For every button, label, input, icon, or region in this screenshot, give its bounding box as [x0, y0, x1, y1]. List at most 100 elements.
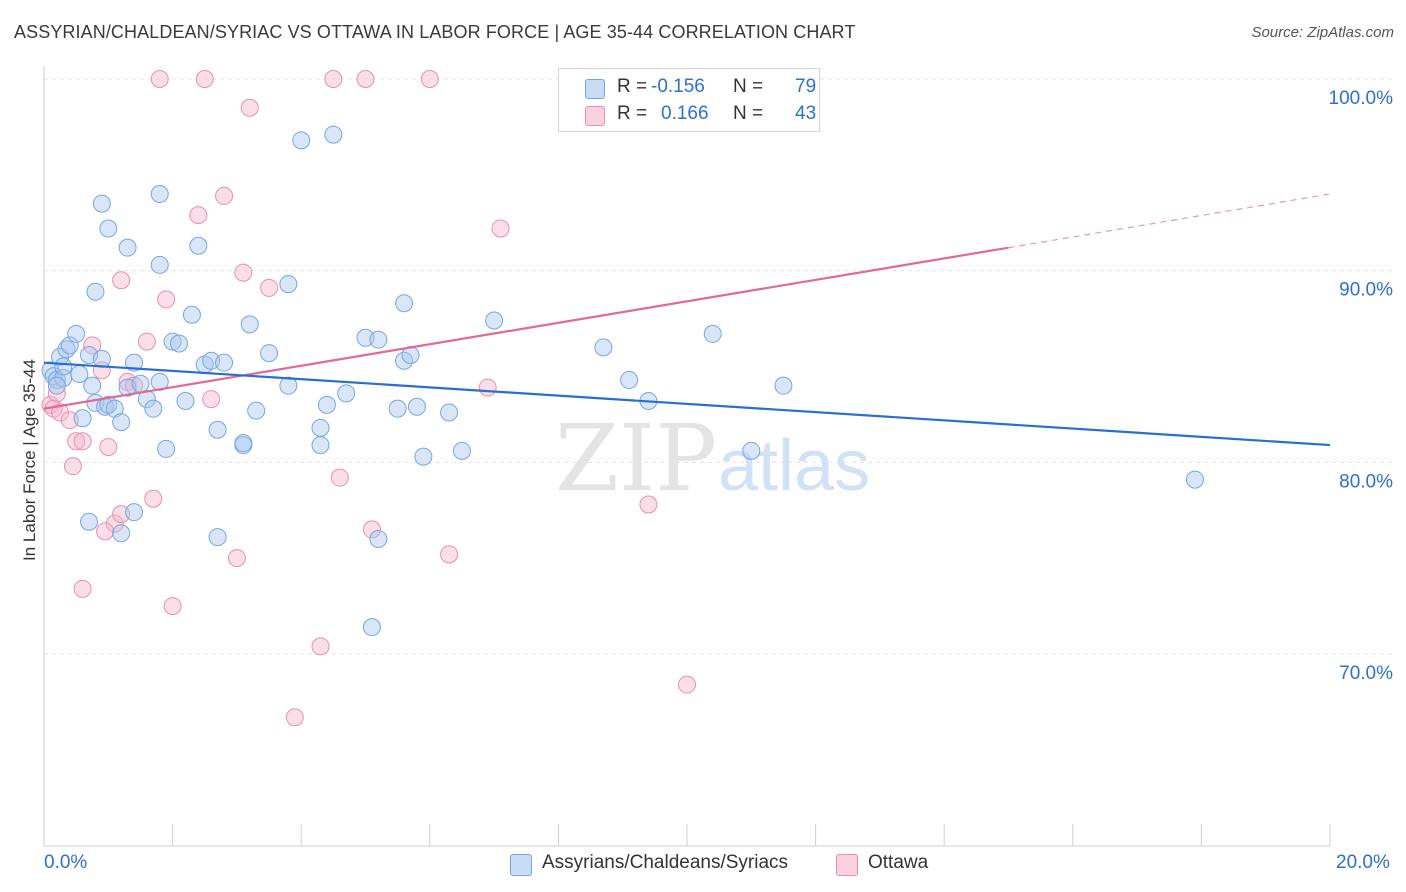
ottawa-point	[99, 438, 118, 456]
legend-r-label: R =	[617, 76, 648, 97]
assyrian-point	[125, 503, 144, 522]
axes	[43, 66, 1331, 847]
y-tick-label: 80.0%	[1339, 471, 1393, 492]
ottawa-point	[144, 489, 163, 508]
ottawa-point	[420, 70, 439, 88]
assyrian-point	[99, 219, 118, 238]
series-legend-label: Assyrians/Chaldeans/Syriacs	[542, 852, 789, 873]
assyrian-point	[703, 324, 722, 343]
assyrian-point	[86, 282, 105, 301]
correlation-legend: R = -0.156 N = 79 R = 0.166 N = 43	[558, 68, 820, 132]
assyrian-points	[41, 125, 1204, 637]
ottawa-point	[189, 206, 208, 225]
assyrian-point	[118, 238, 137, 257]
ottawa-point	[491, 219, 510, 238]
assyrian-point	[742, 441, 761, 460]
legend-n-label: N =	[733, 76, 764, 97]
legend-n-value: 79	[795, 76, 817, 97]
assyrian-point	[112, 413, 131, 432]
ottawa-point	[678, 675, 696, 694]
ottawa-point	[150, 70, 169, 88]
assyrian-point	[131, 374, 150, 393]
assyrian-point	[170, 334, 189, 353]
assyrian-point	[60, 336, 79, 355]
trend-lines	[43, 193, 1331, 447]
assyrian-point	[54, 357, 73, 376]
ottawa-point	[240, 98, 259, 117]
assyrian-point	[176, 392, 195, 410]
assyrian-point	[189, 236, 208, 255]
series-swatch-pink	[836, 854, 858, 876]
legend-swatch-pink	[585, 106, 605, 126]
assyrian-point	[292, 131, 311, 150]
assyrian-point	[594, 338, 613, 357]
ottawa-point	[324, 70, 343, 88]
legend-n-value: 43	[795, 103, 817, 124]
assyrian-point	[414, 447, 433, 466]
x-tick-label-min: 0.0%	[44, 852, 88, 873]
ottawa-point	[112, 271, 131, 290]
assyrian-point	[150, 185, 169, 203]
ottawa-point	[285, 708, 304, 727]
assyrian-point	[51, 347, 70, 366]
assyrian-point	[80, 512, 99, 531]
assyrian-point	[311, 418, 330, 437]
assyrian-point	[774, 376, 793, 395]
x-tick-label-max: 20.0%	[1336, 852, 1390, 873]
assyrian-point	[112, 524, 131, 543]
assyrian-point	[311, 436, 330, 455]
assyrian-point	[73, 409, 92, 428]
ottawa-point	[51, 403, 70, 422]
assyrian-point	[324, 125, 343, 144]
assyrian-point	[208, 528, 227, 547]
ottawa-point	[260, 278, 279, 297]
y-tick-label: 100.0%	[1329, 88, 1394, 109]
series-legend-label: Ottawa	[868, 852, 929, 873]
ottawa-point	[478, 378, 497, 397]
legend-swatch-blue	[585, 79, 605, 99]
watermark: ZIP atlas	[555, 405, 870, 512]
assyrian-point	[67, 324, 86, 343]
assyrian-point	[395, 294, 414, 313]
ottawa-point	[163, 597, 182, 616]
assyrian-point	[234, 434, 253, 453]
chart-title: ASSYRIAN/CHALDEAN/SYRIAC VS OTTAWA IN LA…	[14, 22, 856, 42]
assyrian-point	[163, 332, 182, 351]
watermark-zip: ZIP	[555, 405, 717, 512]
ottawa-point	[73, 432, 92, 451]
gridlines	[44, 78, 1394, 655]
series-legend: Assyrians/Chaldeans/Syriacs Ottawa	[0, 852, 1406, 878]
ottawa-trend-line	[43, 246, 1009, 410]
ottawa-point	[67, 432, 86, 451]
assyrian-point	[247, 401, 266, 420]
ottawa-point	[73, 579, 92, 598]
assyrian-point	[157, 439, 176, 458]
ottawa-point	[234, 263, 253, 282]
ottawa-point	[157, 290, 176, 309]
assyrian-point	[620, 370, 639, 389]
assyrian-point	[92, 349, 111, 368]
assyrian-point	[150, 255, 169, 274]
ottawa-point	[83, 336, 102, 355]
assyrian-point	[369, 530, 388, 548]
assyrian-point	[317, 395, 336, 414]
ottawa-point	[137, 332, 156, 351]
ottawa-point	[105, 514, 124, 533]
legend-n-label: N =	[733, 103, 764, 124]
assyrian-point	[440, 403, 459, 422]
assyrian-point	[485, 311, 504, 330]
ottawa-point	[195, 70, 214, 88]
ottawa-point	[311, 637, 330, 656]
ottawa-point	[440, 545, 459, 564]
assyrian-point	[388, 399, 407, 418]
ottawa-point	[362, 520, 381, 539]
assyrian-trend-line	[43, 361, 1331, 447]
assyrian-point	[452, 441, 471, 460]
assyrian-point	[337, 384, 356, 403]
ottawa-point	[96, 522, 115, 541]
assyrian-point	[260, 344, 279, 363]
assyrian-point	[279, 275, 298, 294]
assyrian-point	[407, 397, 426, 416]
legend-r-label: R =	[617, 103, 648, 124]
assyrian-point	[208, 420, 227, 439]
